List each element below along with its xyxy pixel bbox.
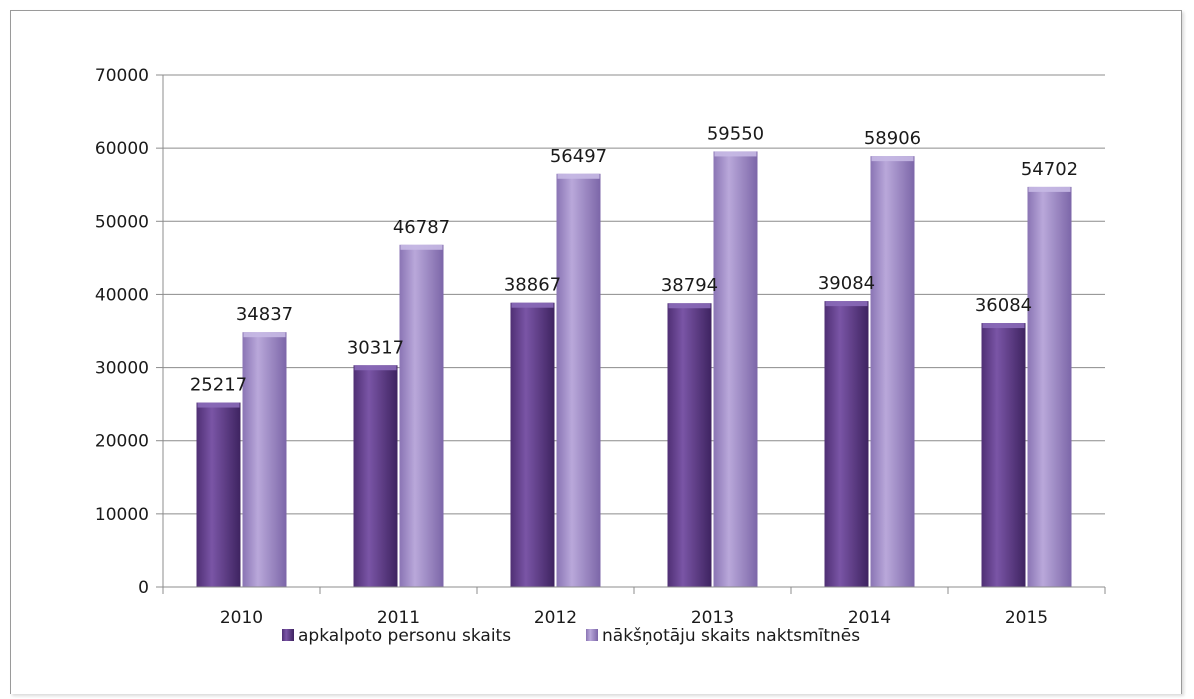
x-tick-label: 2015: [1005, 608, 1048, 628]
data-label-2013-series-1: 59550: [707, 123, 764, 144]
bar-2010-series-1: [242, 332, 287, 587]
bar-chart: 25217 34837 30317 46787 38867 56497 38794 59550…: [95, 66, 1106, 646]
bar-cap: [825, 301, 868, 307]
data-label-2012-series-0: 38867: [504, 275, 561, 296]
y-tick-label: 0: [138, 578, 149, 598]
bar-2015-series-1: [1027, 186, 1072, 588]
bar-2014-series-0: [824, 301, 869, 587]
bar-cap: [400, 244, 443, 250]
bar-cap: [511, 302, 554, 308]
bar-cap: [197, 402, 240, 408]
data-label-2012-series-1: 56497: [550, 146, 607, 167]
bar-cap: [354, 365, 397, 371]
data-label-2014-series-0: 39084: [818, 273, 875, 294]
y-tick-label: 30000: [95, 359, 149, 379]
bar-2010-series-0: [196, 402, 241, 587]
bar-cap: [557, 173, 600, 179]
bar-2013-series-0: [667, 303, 712, 587]
legend-label-series-0: apkalpoto personu skaits: [298, 626, 511, 646]
chart-frame: 25217 34837 30317 46787 38867 56497 38794 59550…: [10, 10, 1182, 694]
data-labels: 25217 34837 30317 46787 38867 56497 38794 59550…: [190, 123, 1078, 395]
bar-2012-series-0: [510, 302, 555, 587]
data-label-2013-series-0: 38794: [661, 275, 718, 296]
bar-cap: [243, 332, 286, 338]
bar-2011-series-0: [353, 365, 398, 587]
bar-cap: [871, 156, 914, 162]
y-tick-label: 10000: [95, 505, 149, 525]
y-tick-label: 40000: [95, 285, 149, 305]
x-tick-label: 2014: [848, 608, 891, 628]
x-tick-label: 2012: [534, 608, 577, 628]
y-tick-label: 20000: [95, 432, 149, 452]
legend-swatch-series-0: [282, 629, 294, 641]
bar-cap: [982, 323, 1025, 329]
bar-2015-series-0: [981, 323, 1026, 587]
data-label-2010-series-1: 34837: [236, 304, 293, 325]
data-label-2011-series-1: 46787: [393, 217, 450, 238]
y-tick-label: 60000: [95, 139, 149, 159]
bar-cap: [1028, 186, 1071, 192]
bar-cap: [668, 303, 711, 309]
legend-swatch-series-1: [586, 629, 598, 641]
data-label-2010-series-0: 25217: [190, 375, 247, 396]
y-tick-label: 70000: [95, 66, 149, 86]
legend: apkalpoto personu skaits nākšņotāju skai…: [282, 626, 860, 646]
bar-2011-series-1: [399, 244, 444, 588]
bar-2013-series-1: [713, 151, 758, 588]
x-tick-label: 2011: [377, 608, 420, 628]
data-label-2015-series-0: 36084: [975, 295, 1032, 316]
gridlines: [163, 74, 1105, 515]
bar-2014-series-1: [870, 156, 915, 587]
axes: 0 10000 20000 30000 40000 50000 60000 70000 2010…: [95, 66, 1106, 628]
data-label-2014-series-1: 58906: [864, 128, 921, 149]
bar-cap: [714, 151, 757, 157]
x-tick-label: 2013: [691, 608, 734, 628]
legend-label-series-1: nākšņotāju skaits naktsmītnēs: [602, 626, 860, 646]
bar-2012-series-1: [556, 173, 601, 587]
data-label-2011-series-0: 30317: [347, 337, 404, 358]
bars: [196, 151, 1072, 588]
y-tick-label: 50000: [95, 212, 149, 232]
data-label-2015-series-1: 54702: [1021, 159, 1078, 180]
x-tick-label: 2010: [220, 608, 263, 628]
